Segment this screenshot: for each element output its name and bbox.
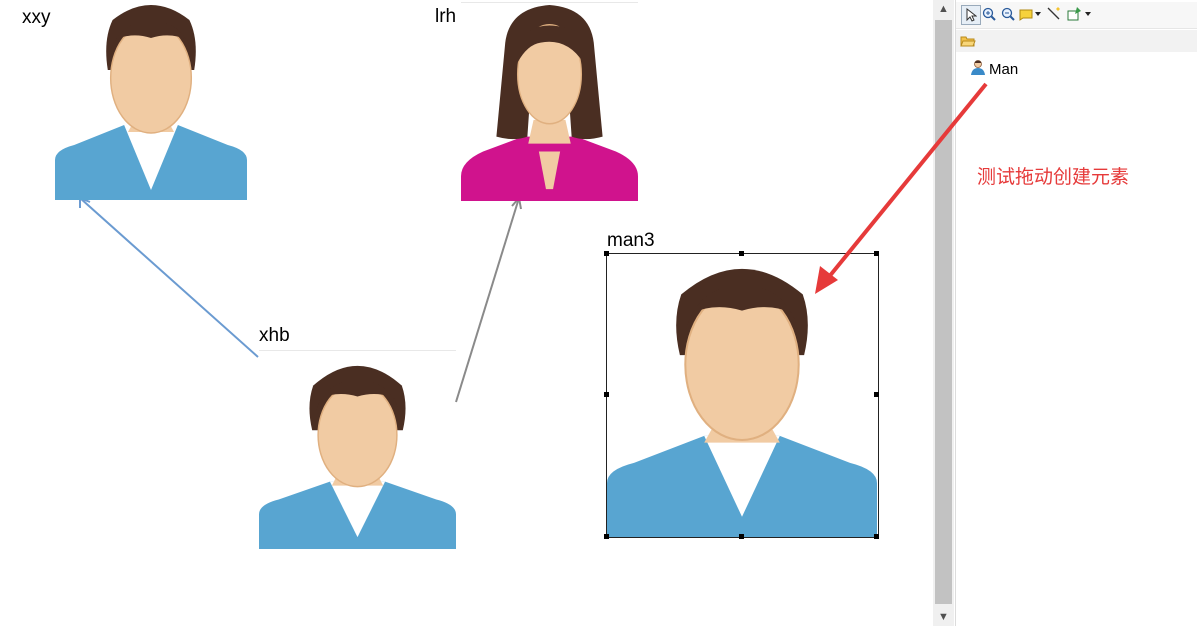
man-figure-icon — [607, 268, 877, 537]
scroll-up-icon[interactable]: ▲ — [938, 3, 949, 15]
resize-handle-n[interactable] — [739, 251, 744, 256]
node-label-xxy[interactable]: xxy — [22, 7, 51, 28]
connection-tool-icon[interactable] — [1045, 5, 1063, 23]
folder-open-icon — [960, 34, 976, 53]
palette-toolbar — [956, 2, 1197, 29]
palette-item-label: Man — [989, 60, 1019, 78]
resize-handle-se[interactable] — [874, 534, 879, 539]
vertical-scrollbar[interactable]: ▲ ▼ — [933, 0, 954, 626]
select-tool-icon[interactable] — [961, 5, 981, 25]
create-dropdown-icon[interactable] — [1084, 5, 1092, 23]
resize-handle-s[interactable] — [739, 534, 744, 539]
man-figure-icon — [55, 5, 247, 200]
node-lrh[interactable] — [461, 2, 638, 201]
woman-figure-icon — [461, 4, 638, 201]
connection-xhb-xxy[interactable] — [79, 197, 259, 358]
selection-box — [606, 253, 879, 538]
node-label-lrh[interactable]: lrh — [435, 6, 457, 27]
resize-handle-sw[interactable] — [604, 534, 609, 539]
palette-drawer[interactable] — [956, 30, 1197, 52]
node-xxy[interactable] — [55, 0, 247, 200]
resize-handle-nw[interactable] — [604, 251, 609, 256]
user-icon — [970, 59, 986, 80]
zoom-out-icon[interactable] — [999, 5, 1017, 23]
diagram-canvas[interactable]: xxy lrh xhb — [0, 0, 933, 626]
palette-item-man[interactable]: Man — [970, 58, 1018, 80]
scrollbar-thumb[interactable] — [935, 20, 952, 604]
node-label-man3[interactable]: man3 — [607, 230, 655, 251]
resize-handle-w[interactable] — [604, 392, 609, 397]
palette-panel: Man — [955, 0, 1197, 626]
man-figure-icon — [259, 365, 456, 549]
resize-handle-ne[interactable] — [874, 251, 879, 256]
scroll-down-icon[interactable]: ▼ — [938, 611, 949, 623]
node-xhb[interactable] — [259, 350, 456, 549]
node-label-xhb[interactable]: xhb — [259, 325, 290, 346]
note-icon[interactable] — [1018, 5, 1036, 23]
annotation-text: 测试拖动创建元素 — [977, 166, 1130, 188]
connections-layer — [79, 195, 522, 403]
create-element-icon[interactable] — [1066, 5, 1084, 23]
note-dropdown-icon[interactable] — [1034, 5, 1042, 23]
resize-handle-e[interactable] — [874, 392, 879, 397]
node-man3[interactable] — [607, 254, 877, 537]
zoom-in-icon[interactable] — [980, 5, 998, 23]
connection-xhb-lrh[interactable] — [455, 197, 520, 403]
